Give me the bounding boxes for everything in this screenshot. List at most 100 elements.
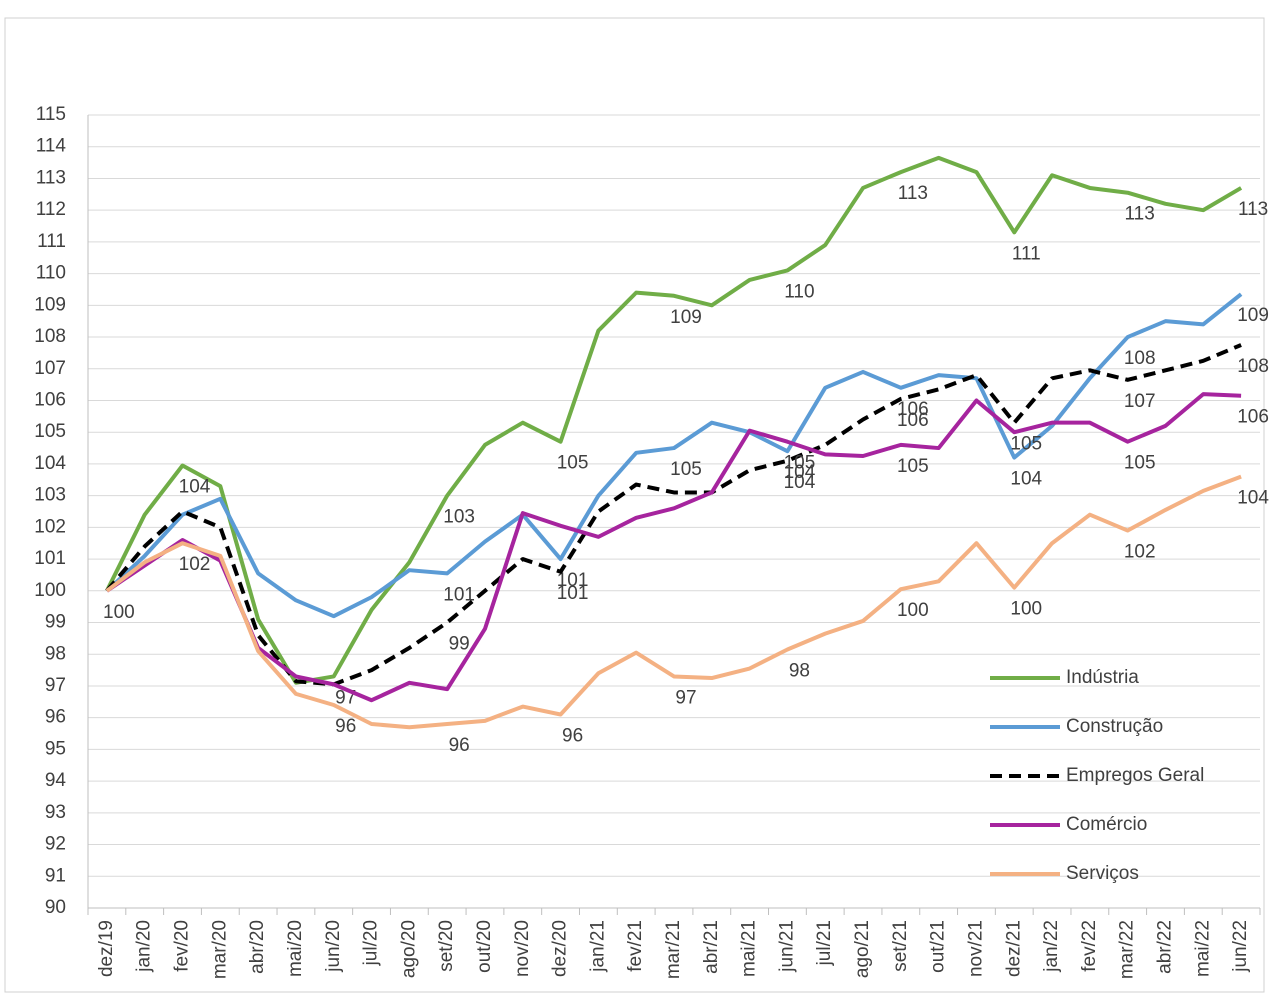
y-tick-label: 92 <box>45 834 66 855</box>
y-tick-label: 107 <box>34 358 66 379</box>
y-tick-label: 91 <box>45 865 66 886</box>
x-tick-label: jan/20 <box>134 920 155 973</box>
series-line <box>105 474 1242 730</box>
y-tick-label: 106 <box>34 389 66 410</box>
data-label: 104 <box>784 462 816 483</box>
y-tick-label: 109 <box>34 294 66 315</box>
series-line <box>105 343 1242 687</box>
chart-frame <box>4 17 1265 993</box>
x-tick-label: mai/21 <box>739 920 760 977</box>
series-line <box>105 392 1242 703</box>
y-tick-label: 114 <box>36 136 67 157</box>
data-label: 105 <box>784 453 816 474</box>
x-tick-label: set/21 <box>890 920 911 972</box>
x-tick-label: ago/21 <box>852 920 873 978</box>
y-tick-label: 97 <box>45 675 66 696</box>
data-label: 96 <box>562 726 583 747</box>
data-label: 101 <box>443 584 475 605</box>
data-label: 102 <box>179 554 211 575</box>
data-label: 105 <box>1124 453 1156 474</box>
x-tick-label: abr/20 <box>247 920 268 974</box>
x-tick-label: ago/20 <box>398 920 419 978</box>
x-tick-label: dez/21 <box>1003 920 1024 977</box>
data-label: 108 <box>1124 348 1156 369</box>
x-tick-label: jun/21 <box>776 920 797 973</box>
legend-label: Comércio <box>1066 814 1147 835</box>
y-tick-label: 113 <box>36 167 66 188</box>
data-label: 105 <box>670 459 702 480</box>
y-tick-label: 110 <box>36 263 66 284</box>
y-tick-label: 105 <box>34 421 66 442</box>
data-label: 107 <box>1124 391 1156 412</box>
x-tick-label: jun/20 <box>323 920 344 973</box>
x-tick-label: dez/19 <box>96 920 117 977</box>
x-tick-label: mar/20 <box>209 920 230 979</box>
data-label: 113 <box>1125 204 1155 225</box>
data-label: 100 <box>103 602 135 623</box>
data-label: 105 <box>1010 434 1042 455</box>
y-tick-label: 104 <box>34 453 66 474</box>
x-tick-label: jan/21 <box>587 920 608 973</box>
x-tick-label: jul/21 <box>814 920 835 966</box>
y-tick-label: 98 <box>45 643 66 664</box>
y-tick-label: 108 <box>34 326 66 347</box>
x-tick-label: out/20 <box>474 920 495 973</box>
y-tick-label: 101 <box>34 548 66 569</box>
legend-label: Empregos Geral <box>1066 765 1204 786</box>
y-tick-label: 95 <box>45 738 66 759</box>
data-label: 106 <box>1237 407 1269 428</box>
data-label: 98 <box>789 660 810 681</box>
data-label: 105 <box>557 453 589 474</box>
data-label: 96 <box>449 735 470 756</box>
x-tick-label: set/20 <box>436 920 457 972</box>
data-label: 103 <box>443 507 475 528</box>
y-tick-label: 111 <box>37 231 66 252</box>
y-tick-label: 112 <box>36 199 66 220</box>
data-label: 110 <box>784 281 814 302</box>
data-label: 97 <box>675 687 696 708</box>
y-tick-label: 103 <box>34 485 66 506</box>
data-label: 100 <box>897 600 929 621</box>
x-tick-label: jul/20 <box>361 920 382 966</box>
x-tick-label: nov/21 <box>965 920 986 977</box>
data-label: 108 <box>1237 356 1269 377</box>
y-tick-label: 93 <box>45 802 66 823</box>
data-label: 113 <box>898 183 928 204</box>
data-label: 99 <box>449 634 470 655</box>
data-label: 102 <box>1124 542 1156 563</box>
legend-label: Serviços <box>1066 863 1139 884</box>
x-tick-label: jan/22 <box>1041 920 1062 973</box>
y-tick-label: 102 <box>34 516 66 537</box>
x-tick-label: mar/22 <box>1117 920 1138 979</box>
data-label: 101 <box>557 570 589 591</box>
data-label: 104 <box>784 472 816 493</box>
x-tick-label: mai/22 <box>1192 920 1213 977</box>
x-tick-label: abr/21 <box>701 920 722 974</box>
x-tick-label: nov/20 <box>512 920 533 977</box>
data-label: 96 <box>335 716 356 737</box>
x-tick-label: fev/22 <box>1079 920 1100 972</box>
legend-label: Construção <box>1066 716 1163 737</box>
y-tick-label: 90 <box>45 897 66 918</box>
data-label: 104 <box>1237 488 1269 509</box>
x-tick-label: out/21 <box>928 920 949 973</box>
x-tick-label: mar/21 <box>663 920 684 979</box>
series-line <box>105 292 1243 619</box>
data-label: 113 <box>1238 199 1268 220</box>
data-label: 101 <box>557 583 589 604</box>
x-tick-label: jun/22 <box>1230 920 1251 973</box>
y-tick-label: 94 <box>45 770 67 791</box>
legend-label: Indústria <box>1066 667 1139 688</box>
data-label: 109 <box>670 307 702 328</box>
x-tick-label: fev/20 <box>172 920 193 972</box>
data-label: 104 <box>1010 469 1042 490</box>
data-label: 111 <box>1012 243 1041 264</box>
x-tick-label: mai/20 <box>285 920 306 977</box>
data-label: 104 <box>179 477 211 498</box>
x-tick-label: abr/22 <box>1154 920 1175 974</box>
y-tick-label: 115 <box>36 104 66 125</box>
y-tick-label: 100 <box>34 580 66 601</box>
x-tick-label: fev/21 <box>625 920 646 972</box>
data-label: 106 <box>897 399 929 420</box>
